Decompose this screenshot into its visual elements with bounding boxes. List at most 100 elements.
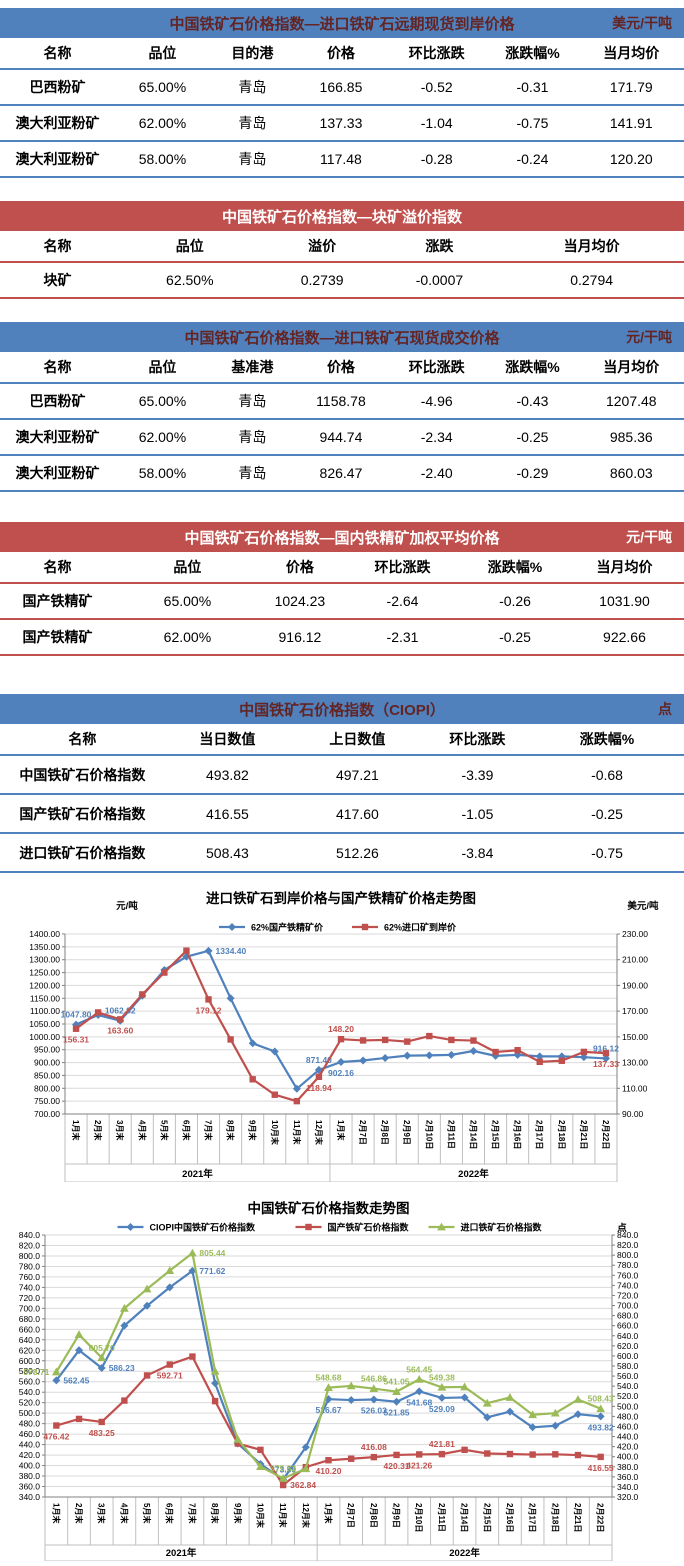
column-header: 环比涨跌 [374, 559, 431, 575]
row-name-cell: 巴西粉矿 [29, 79, 86, 95]
square-marker [597, 1453, 604, 1461]
value-cell: 62.00% [138, 115, 187, 131]
value-cell: 青岛 [238, 151, 267, 167]
right-tick-label: 580.0 [617, 1361, 639, 1371]
value-cell: -0.29 [516, 465, 549, 481]
triangle-marker [346, 1381, 356, 1390]
value-cell: 120.20 [609, 151, 653, 167]
value-cell: 0.2794 [570, 272, 614, 288]
left-tick-label: 600.0 [19, 1356, 41, 1366]
column-header: 品位 [148, 359, 177, 375]
column-header: 价格 [285, 559, 314, 575]
left-tick-label: 440.0 [19, 1440, 41, 1450]
right-tick-label: 340.0 [617, 1482, 639, 1492]
diamond-marker [347, 1396, 356, 1405]
triangle-marker [482, 1398, 492, 1407]
data-label: 179.12 [196, 1005, 222, 1015]
x-category-label: 2月7日 [358, 1120, 367, 1145]
trend-chart-indices: 2021年 2022年340.0360.0380.0400.0420.0440.0… [19, 1200, 639, 1562]
right-tick-label: 720.0 [617, 1290, 639, 1300]
value-cell: -0.25 [499, 629, 531, 645]
column-header: 价格 [326, 45, 355, 61]
column-header: 涨跌幅% [505, 45, 560, 61]
triangle-marker [74, 1330, 84, 1338]
price-table: 中国铁矿石价格指数—国内铁精矿加权平均价格 元/干吨 名称 品位 价格 环比涨跌 涨跌幅% 当… [0, 522, 684, 656]
legend-label: 62%进口矿到岸价 [384, 922, 457, 933]
data-label: 1047.80 [61, 1010, 92, 1020]
column-header: 涨跌幅% [579, 731, 635, 747]
square-marker [166, 1361, 173, 1368]
value-cell: 0.2739 [300, 272, 344, 288]
diamond-marker [381, 1053, 390, 1062]
diamond-marker [469, 1047, 478, 1055]
square-marker [189, 1353, 196, 1360]
left-tick-label: 950.00 [34, 1045, 60, 1055]
square-marker [404, 1038, 411, 1045]
chart-title: 进口铁矿石到岸价格与国产铁精矿价格走势图 [206, 890, 476, 906]
square-marker [438, 1450, 446, 1458]
price-table: 中国铁矿石价格指数—进口铁矿石远期现货到岸价格 美元/干吨 名称 品位 目的港 价格 环比涨… [0, 8, 684, 178]
row-name-cell: 澳大利亚粉矿 [15, 465, 100, 481]
table-row: 澳大利亚粉矿 62.00% 青岛 137.33 -1.04 -0.75 141.91 [0, 106, 684, 142]
diamond-marker [270, 1047, 279, 1056]
x-category-label: 10月末 [255, 1503, 265, 1528]
data-label: 562.45 [63, 1375, 89, 1385]
diamond-marker [226, 994, 235, 1003]
data-label: 549.38 [429, 1372, 455, 1382]
left-tick-label: 400.0 [19, 1461, 41, 1471]
square-marker [72, 1025, 80, 1032]
value-cell: 青岛 [238, 393, 267, 409]
data-label: 421.81 [429, 1439, 455, 1449]
value-cell: -0.52 [420, 79, 453, 95]
x-category-label: 2月末 [93, 1120, 103, 1140]
x-category-label: 2月17日 [528, 1503, 537, 1532]
x-category-label: 12月末 [301, 1503, 311, 1528]
value-cell: -0.0007 [415, 272, 464, 288]
right-tick-label: 500.0 [617, 1401, 639, 1411]
table-row: 国产铁精矿 65.00% 1024.23 -2.64 -0.26 1031.90 [0, 584, 684, 620]
value-cell: 58.00% [138, 465, 187, 481]
left-tick-label: 660.0 [19, 1324, 41, 1334]
data-label: 586.23 [109, 1363, 135, 1373]
column-header: 目的港 [231, 45, 274, 61]
square-marker [461, 1446, 468, 1454]
data-label: 362.84 [290, 1480, 316, 1490]
triangle-marker [437, 1382, 447, 1391]
table-row: 巴西粉矿 65.00% 青岛 1158.78 -4.96 -0.43 1207.48 [0, 384, 684, 420]
x-category-label: 6月末 [181, 1120, 191, 1140]
square-marker [536, 1058, 543, 1065]
legend-label: 国产铁矿石价格指数 [328, 1222, 410, 1233]
diamond-marker [573, 1410, 582, 1419]
data-label: 592.71 [157, 1371, 183, 1381]
square-marker [53, 1422, 60, 1429]
left-tick-label: 1000.00 [29, 1032, 60, 1042]
row-name-cell: 巴西粉矿 [29, 393, 86, 409]
x-category-label: 11月末 [292, 1120, 302, 1144]
left-tick-label: 480.0 [19, 1419, 41, 1429]
right-tick-label: 480.0 [617, 1411, 639, 1421]
value-cell: 417.60 [335, 805, 379, 822]
x-category-label: 2月18日 [557, 1120, 566, 1149]
diamond-marker [392, 1397, 401, 1406]
column-header: 品位 [173, 559, 202, 575]
left-tick-label: 460.0 [19, 1429, 41, 1439]
right-axis-unit: 点 [617, 1222, 627, 1234]
column-header: 名称 [43, 238, 72, 254]
table-header-row: 名称 品位 溢价 涨跌 当月均价 [0, 231, 684, 263]
x-category-label: 3月末 [97, 1503, 107, 1523]
x-category-label: 2月22日 [596, 1503, 605, 1532]
table-row: 澳大利亚粉矿 62.00% 青岛 944.74 -2.34 -0.25 985.36 [0, 420, 684, 456]
data-label: 483.25 [89, 1428, 115, 1438]
data-label: 410.20 [316, 1466, 342, 1476]
x-category-label: 2月10日 [424, 1120, 433, 1149]
column-header: 品位 [175, 238, 204, 254]
x-category-label: 2月14日 [468, 1120, 477, 1149]
year-group-label: 2021年 [166, 1547, 197, 1559]
data-label: 541.68 [406, 1397, 432, 1407]
table-row: 国产铁矿石价格指数 416.55 417.60 -1.05 -0.25 [0, 795, 684, 834]
value-cell: 512.26 [335, 844, 379, 861]
left-tick-label: 780.0 [19, 1261, 41, 1271]
left-tick-label: 1300.00 [29, 955, 60, 965]
square-marker [211, 1397, 219, 1405]
row-name-cell: 进口铁矿石价格指数 [19, 844, 146, 861]
